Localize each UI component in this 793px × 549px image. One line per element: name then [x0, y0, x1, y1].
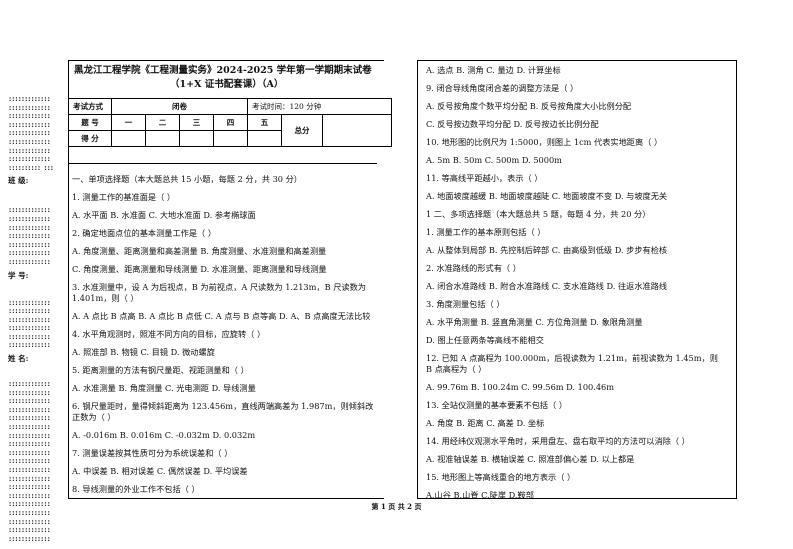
question-line: A. 水准测量 B. 角度测量 C. 光电测距 D. 导线测量 [72, 382, 256, 393]
question-line: A.山谷 B.山脊 C.陡崖 D.鞍部 [426, 489, 534, 500]
exam-mode-label: 考试方式 [68, 98, 112, 115]
question-line: 1. 测量工作的基本原则包括（ ） [426, 226, 546, 237]
left-questions: 一、单项选择题（本大题总共 15 小题，每题 2 分，共 30 分） 1. 测量工… [72, 170, 377, 498]
question-line: 5. 距离测量的方法有钢尺量距、视距测量和（ ） [72, 364, 249, 375]
question-line: 3. 水准测量中，设 A 为后视点，B 为前视点，A 尺读数为 1.213m，B… [72, 281, 366, 303]
col-4: 四 [213, 114, 248, 131]
score-cell[interactable] [213, 130, 248, 147]
name-label: 姓 名: [8, 354, 29, 364]
class-label: 班 级: [8, 176, 29, 186]
question-line: A. 99.76m B. 100.24m C. 99.56m D. 100.46… [426, 381, 615, 392]
question-line: 14. 用经纬仪观测水平角时，采用盘左、盘右取平均的方法可以消除（ ） [426, 435, 690, 446]
right-column-frame [417, 60, 737, 499]
question-line: C. 反号按边数平均分配 D. 反号按边长比例分配 [426, 118, 599, 129]
col-5: 五 [247, 114, 282, 131]
question-line: 11. 等高线平距越小，表示（ ） [426, 172, 543, 183]
total-label: 总分 [281, 114, 323, 147]
question-line: A. -0.016m B. 0.016m C. -0.032m D. 0.032… [72, 429, 256, 440]
question-line: 4. 水平角观测时，照准不同方向的目标，应旋转（ ） [72, 328, 266, 339]
question-line: A. 5m B. 50m C. 500m D. 5000m [426, 154, 562, 165]
question-line: 2. 水准路线的形式有（ ） [426, 262, 521, 273]
question-number-label: 题 号 [68, 114, 112, 131]
question-line: 6. 钢尺量距时，量得倾斜距离为 123.456m，直线两端高差为 1.987m… [72, 400, 374, 422]
right-questions: A. 选点 B. 测角 C. 量边 D. 计算坐标 9. 闭合导线角度闭合差的调整… [426, 61, 726, 504]
question-line: 3. 角度测量包括（ ） [426, 298, 505, 309]
exam-mode-value: 闭卷 [111, 98, 248, 115]
question-line: A. 照准部 B. 物镜 C. 目镜 D. 微动螺旋 [72, 346, 215, 357]
score-cell[interactable] [111, 130, 146, 147]
score-cell[interactable] [179, 130, 214, 147]
question-line: A. 闭合水准路线 B. 附合水准路线 C. 支水准路线 D. 往返水准路线 [426, 280, 668, 291]
question-line: 9. 闭合导线角度闭合差的调整方法是（ ） [426, 82, 579, 93]
question-line: A. 水平角测量 B. 竖直角测量 C. 方位角测量 D. 象限角测量 [426, 316, 643, 327]
score-label: 得 分 [68, 130, 112, 147]
question-line: A. 选点 B. 测角 C. 量边 D. 计算坐标 [426, 64, 561, 75]
col-2: 二 [145, 114, 180, 131]
question-line: C. 角度测量、距离测量和导线测量 D. 水准测量、距离测量和导线测量 [72, 263, 327, 274]
question-line: 15. 地形图上等高线重合的地方表示（ ） [426, 471, 576, 482]
question-line: A. A 点比 B 点高 B. A 点比 B 点低 C. A 点与 B 点等高 … [72, 310, 371, 321]
question-line: A. 角度 B. 距离 C. 高差 D. 坐标 [426, 417, 545, 428]
question-line: 1. 测量工作的基准面是（ ） [72, 191, 176, 202]
question-line: 2. 确定地面点位的基本测量工作是（ ） [72, 227, 217, 238]
question-line: A. 从整体到局部 B. 先控制后碎部 C. 由高级到低级 D. 步步有检核 [426, 244, 668, 255]
exam-time: 考试时间：120 分钟 [247, 98, 392, 115]
score-cell[interactable] [247, 130, 282, 147]
col-1: 一 [111, 114, 146, 131]
score-cell[interactable] [145, 130, 180, 147]
score-table: 考试方式 闭卷 考试时间：120 分钟 题 号 一 二 三 四 五 总分 得 分 [68, 98, 392, 147]
student-id-label: 学 号: [8, 270, 29, 280]
question-line: A. 视准轴误差 B. 横轴误差 C. 照准部偏心差 D. 以上都是 [426, 453, 635, 464]
seal-line-dots: ::::::::::::: ::::::::::::: ::::::::::::… [8, 380, 51, 543]
question-line: 1 二、多项选择题（本大题总共 5 题，每题 4 分，共 20 分） [426, 208, 651, 219]
question-line: A. 中误差 B. 相对误差 C. 偶然误差 D. 平均误差 [72, 465, 248, 476]
question-line: 10. 地形图的比例尺为 1:5000，则图上 1cm 代表实地距离（ ） [426, 136, 663, 147]
question-line: 13. 全站仪测量的基本要素不包括（ ） [426, 399, 568, 410]
exam-title: 黑龙江工程学院《工程测量实务》2024-2025 学年第一学期期末试卷 [74, 65, 372, 76]
question-line: 8. 导线测量的外业工作不包括（ ） [72, 483, 200, 494]
question-line: A. 地面坡度越缓 B. 地面坡度越陡 C. 地面坡度不变 D. 与坡度无关 [426, 190, 668, 201]
divider [68, 163, 377, 164]
seal-line-dots: ::::::::::::: ::::::::::::: ::::::::::::… [8, 95, 54, 172]
seal-line-dots: ::::::::::::: ::::::::::::: ::::::::::::… [8, 206, 51, 266]
total-score-cell[interactable] [322, 114, 392, 147]
question-line: 12. 已知 A 点高程为 100.000m，后视读数为 1.21m，前视读数为… [426, 352, 718, 374]
question-line: 一、单项选择题（本大题总共 15 小题，每题 2 分，共 30 分） [72, 173, 302, 184]
left-column-frame [68, 60, 384, 499]
col-3: 三 [179, 114, 214, 131]
question-line: 7. 测量误差按其性质可分为系统误差和（ ） [72, 447, 233, 458]
seal-line-dots: ::::::::::::: ::::::::::::: ::::::::::::… [8, 298, 51, 350]
question-line: D. 图上任意两条等高线不能相交 [426, 334, 544, 345]
binding-margin: ::::::::::::: ::::::::::::: ::::::::::::… [8, 95, 66, 543]
question-line: A. 角度测量、距离测量和高差测量 B. 角度测量、水准测量和高差测量 [72, 245, 327, 256]
exam-subtitle: （1+X 证书配套课）（A） [170, 79, 284, 90]
page-footer: 第 1 页 共 2 页 [371, 502, 422, 511]
question-line: A. 水平面 B. 水准面 C. 大地水准面 D. 参考椭球面 [72, 209, 256, 220]
question-line: A. 反号按角度个数平均分配 B. 反号按角度大小比例分配 [426, 100, 632, 111]
